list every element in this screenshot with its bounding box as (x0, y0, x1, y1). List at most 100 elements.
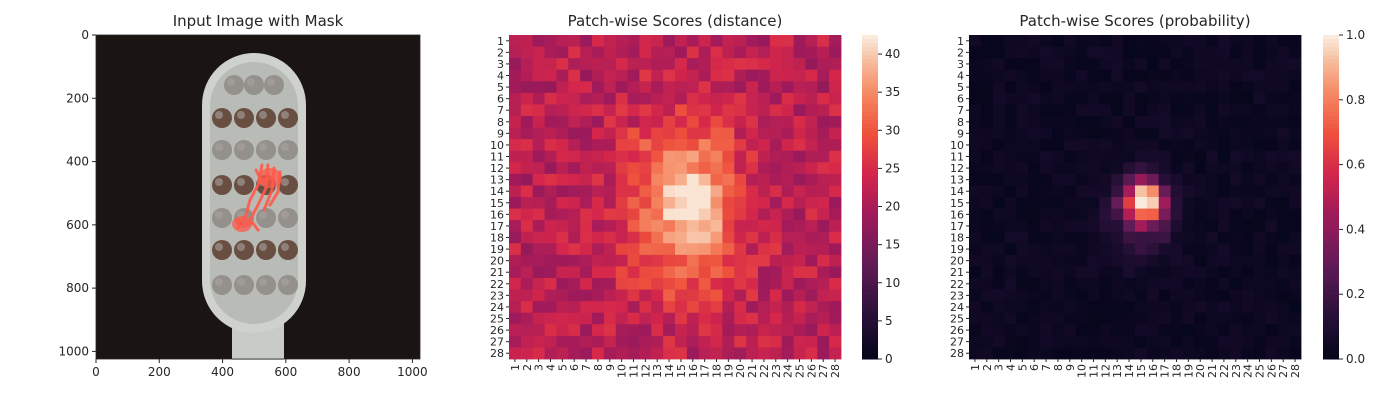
heatmap-cell (651, 58, 664, 71)
heatmap-cell (1099, 81, 1112, 94)
heatmap-cell (1087, 197, 1100, 209)
heatmap-cell (781, 208, 794, 221)
heatmap-cell (651, 278, 664, 290)
heatmap-cell (1016, 243, 1029, 256)
colorbar-segment (1323, 172, 1339, 178)
heatmap-cell (1111, 104, 1124, 117)
heatmap-cell (1158, 278, 1171, 290)
colorbar-tick-label: 10 (885, 276, 900, 290)
heatmap-cell (817, 173, 830, 186)
heatmap-cell (568, 81, 581, 94)
heatmap-cell (1146, 127, 1160, 140)
heatmap-cell (651, 347, 664, 360)
heatmap-cell (1123, 150, 1136, 163)
heatmap-cell (544, 69, 557, 82)
heatmap-cell (568, 162, 581, 175)
heatmap-cell (1052, 35, 1065, 47)
heatmap-cell (1063, 150, 1077, 163)
colorbar-segment (1323, 249, 1339, 255)
colorbar-segment (862, 107, 878, 113)
heatmap-cell (1206, 278, 1219, 290)
heatmap-xtick-label: 20 (734, 364, 747, 378)
colorbar-segment (1323, 338, 1339, 344)
heatmap-cell (1087, 220, 1100, 233)
bristle-highlight (237, 143, 245, 151)
heatmap-cell (698, 243, 711, 256)
heatmap-cell (1063, 243, 1077, 256)
heatmap-cell (1063, 58, 1077, 71)
heatmap-cell (722, 289, 735, 302)
heatmap-cell (817, 347, 830, 360)
heatmap-cell (1040, 335, 1053, 348)
heatmap-cell (544, 278, 557, 290)
colorbar-segment (862, 322, 878, 328)
colorbar-segment (862, 188, 878, 194)
colorbar-segment (1323, 261, 1339, 267)
colorbar-segment (862, 71, 878, 76)
heatmap-cell (1289, 324, 1302, 337)
colorbar-segment (1323, 184, 1339, 190)
heatmap-ytick-label: 13 (950, 174, 964, 187)
heatmap-xtick-label: 14 (663, 364, 676, 378)
heatmap-ytick-label: 4 (957, 70, 964, 83)
heatmap-cell (1123, 173, 1136, 186)
heatmap-cell (829, 173, 842, 186)
heatmap-cell (1277, 104, 1290, 117)
heatmap-cell (1218, 243, 1231, 256)
heatmap-cell (1123, 208, 1136, 221)
heatmap-cell (1040, 208, 1053, 221)
heatmap-cell (580, 347, 593, 360)
heatmap-ytick-label: 9 (497, 127, 504, 140)
heatmap-cell (1229, 185, 1243, 198)
heatmap-cell (1253, 289, 1266, 302)
image-ytick-label: 200 (66, 91, 89, 105)
heatmap-cell (1004, 266, 1017, 279)
heatmap-cell (980, 46, 994, 59)
heatmap-cell (781, 266, 794, 279)
colorbar-segment (862, 237, 878, 243)
bristle-tuft (256, 208, 276, 228)
heatmap-cell (980, 127, 994, 140)
heatmap-cell (1218, 197, 1231, 209)
heatmap-cell (1277, 347, 1290, 360)
heatmap-cell (1135, 231, 1148, 244)
colorbar-segment (862, 148, 878, 153)
heatmap-cell (1206, 92, 1219, 105)
heatmap-cell (734, 173, 747, 186)
heatmap-cell (627, 162, 640, 175)
heatmap-cell (829, 58, 842, 71)
heatmap-cell (1016, 116, 1029, 128)
heatmap-cell (532, 35, 545, 47)
heatmap-cell (603, 220, 617, 233)
heatmap-cell (980, 289, 994, 302)
colorbar-segment (1323, 95, 1339, 101)
bristle-highlight (281, 278, 289, 286)
heatmap-cell (520, 197, 534, 209)
heatmap-cell (992, 150, 1005, 163)
heatmap-cell (793, 231, 806, 244)
heatmap-cell (1194, 104, 1207, 117)
colorbar-segment (1323, 128, 1339, 133)
heatmap-cell (520, 104, 534, 117)
heatmap-cell (1241, 347, 1254, 360)
heatmap-cell (1075, 312, 1088, 325)
colorbar-segment (862, 51, 878, 56)
heatmap-cell (746, 208, 759, 221)
heatmap-cell (722, 347, 735, 360)
heatmap-cell (1052, 324, 1065, 337)
heatmap-cell (1123, 243, 1136, 256)
heatmap-cell (1277, 35, 1290, 47)
heatmap-cell (1028, 231, 1041, 244)
heatmap-cell (603, 150, 617, 163)
heatmap-cell (769, 139, 783, 152)
heatmap-cell (556, 347, 569, 360)
heatmap-cell (1158, 139, 1171, 152)
heatmap-cell (769, 173, 783, 186)
heatmap-cell (1063, 289, 1077, 302)
heatmap-cell (1253, 254, 1266, 267)
heatmap-cell (1206, 208, 1219, 221)
bristle-tuft (256, 108, 276, 128)
heatmap-cell (627, 69, 640, 82)
mask-blob (232, 216, 252, 232)
heatmap-cell (592, 173, 605, 186)
